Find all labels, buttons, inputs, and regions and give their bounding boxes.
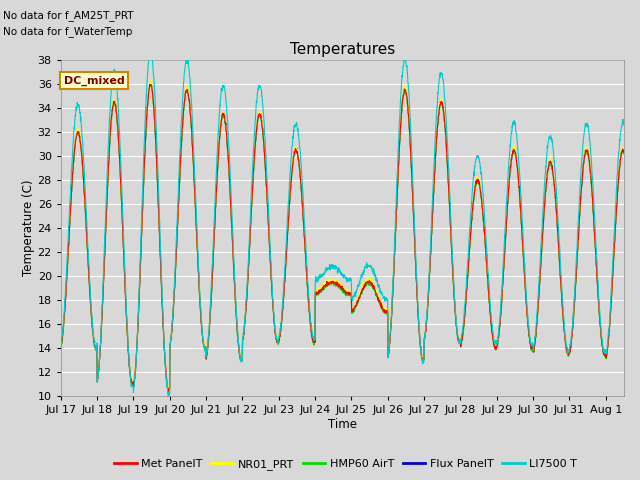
X-axis label: Time: Time <box>328 418 357 431</box>
Y-axis label: Temperature (C): Temperature (C) <box>22 180 35 276</box>
Legend: Met PanelT, NR01_PRT, HMP60 AirT, Flux PanelT, LI7500 T: Met PanelT, NR01_PRT, HMP60 AirT, Flux P… <box>110 455 581 474</box>
Text: No data for f_WaterTemp: No data for f_WaterTemp <box>3 26 132 37</box>
Text: DC_mixed: DC_mixed <box>63 75 124 86</box>
Title: Temperatures: Temperatures <box>290 42 395 58</box>
Text: No data for f_AM25T_PRT: No data for f_AM25T_PRT <box>3 10 134 21</box>
